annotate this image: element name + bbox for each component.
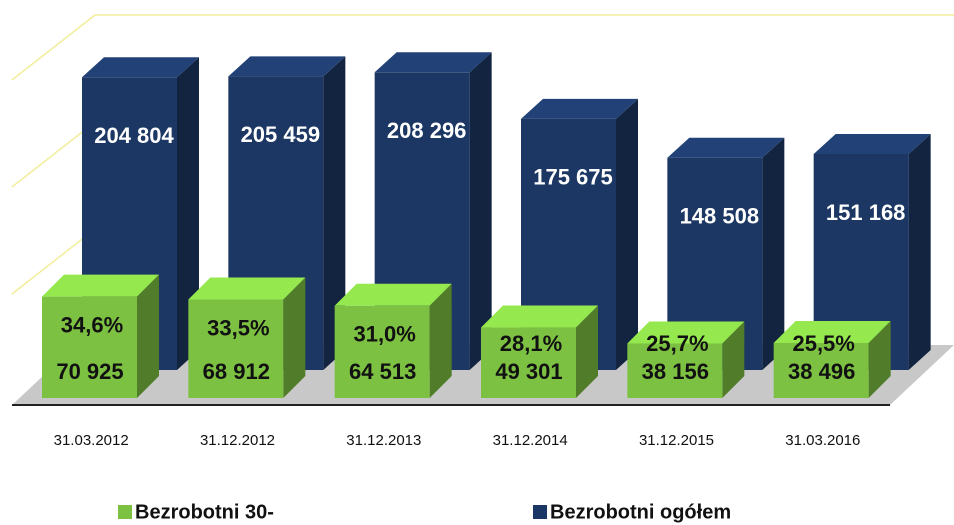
wall-line (11, 14, 96, 81)
wall-line (11, 228, 96, 295)
bar-side (283, 277, 306, 398)
bar (42, 274, 159, 398)
value-label: 70 925 (56, 359, 123, 384)
bar-front (334, 305, 430, 398)
bar-front (627, 343, 723, 398)
value-label: 151 168 (826, 200, 906, 225)
bar-side (868, 320, 891, 398)
bar-side (429, 283, 452, 398)
share-label: 25,7% (646, 331, 708, 356)
bar (334, 283, 452, 398)
bar-side (323, 56, 346, 371)
bar-top (188, 277, 306, 300)
value-label: 64 513 (349, 359, 416, 384)
value-label: 38 156 (642, 359, 709, 384)
value-label: 208 296 (387, 118, 467, 143)
value-label: 49 301 (495, 359, 562, 384)
bar (188, 277, 306, 398)
legend-swatch (118, 505, 132, 519)
bar-side (908, 133, 931, 370)
x-tick-label: 31.12.2015 (639, 432, 714, 449)
bar-top (228, 56, 346, 77)
bar-top (334, 283, 452, 306)
bar-top (374, 52, 492, 73)
bar-side (576, 305, 598, 398)
value-label: 38 496 (788, 359, 855, 384)
legend-swatch (533, 505, 547, 519)
bar-top (481, 305, 598, 328)
bar-top (667, 137, 785, 158)
share-label: 34,6% (61, 312, 123, 337)
legend-label: Bezrobotni 30- (135, 501, 274, 523)
wall-line (11, 121, 96, 188)
bar-top (813, 133, 931, 154)
x-tick-label: 31.12.2014 (493, 432, 568, 449)
bar-front (481, 327, 576, 398)
bar-top (82, 57, 199, 78)
bar-front (773, 342, 869, 398)
bar-side (762, 137, 785, 370)
back-wall-lines (11, 14, 954, 295)
bar (521, 98, 638, 370)
share-label: 25,5% (792, 331, 854, 356)
bar-top (521, 98, 638, 119)
legend-label: Bezrobotni ogółem (550, 501, 731, 523)
x-tick-label: 31.12.2012 (200, 432, 275, 449)
share-label: 31,0% (353, 322, 415, 347)
bar-side (469, 52, 492, 370)
bar-top (42, 274, 159, 297)
bar-top (773, 320, 891, 343)
bar-side (722, 321, 745, 398)
value-label: 205 459 (241, 122, 321, 147)
bar (481, 305, 598, 398)
bar (667, 137, 785, 370)
bar-top (627, 321, 745, 344)
value-label: 68 912 (203, 359, 270, 384)
value-label: 204 804 (94, 123, 174, 148)
bar (627, 321, 745, 398)
share-label: 33,5% (207, 315, 269, 340)
bar-front (188, 299, 284, 398)
value-label: 175 675 (533, 165, 613, 190)
x-tick-label: 31.03.2016 (785, 432, 860, 449)
bar-front (42, 296, 137, 398)
bar-side (137, 274, 159, 398)
x-tick-label: 31.12.2013 (346, 432, 421, 449)
bar-side (177, 57, 199, 370)
share-label: 28,1% (500, 331, 562, 356)
bar-side (616, 98, 638, 370)
value-label: 148 508 (680, 204, 760, 229)
x-tick-label: 31.03.2012 (54, 432, 129, 449)
bar (773, 320, 891, 398)
